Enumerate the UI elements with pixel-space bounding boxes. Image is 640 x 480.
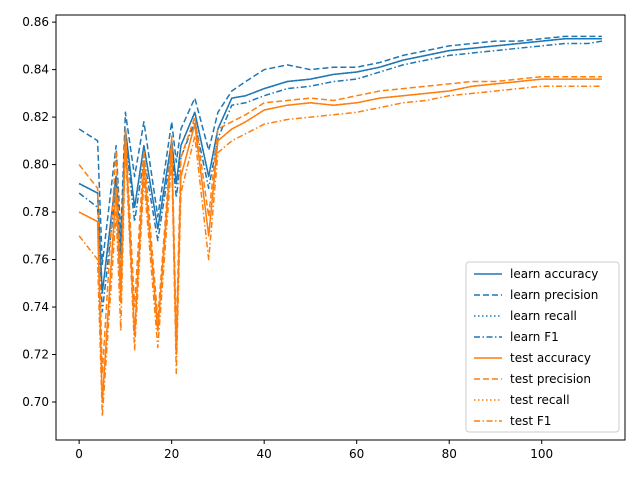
y-tick-label: 0.86 <box>22 15 49 29</box>
y-tick-label: 0.70 <box>22 395 49 409</box>
legend-label: test precision <box>510 372 591 386</box>
x-tick-label: 100 <box>530 447 553 461</box>
legend-label: test F1 <box>510 414 551 428</box>
y-tick-label: 0.84 <box>22 63 49 77</box>
x-tick-label: 40 <box>257 447 272 461</box>
series-line-learn-f1 <box>78 40 603 313</box>
y-tick-label: 0.78 <box>22 205 49 219</box>
series-line-test-f1 <box>78 85 602 418</box>
x-tick-label: 20 <box>164 447 179 461</box>
y-tick-label: 0.74 <box>22 300 49 314</box>
legend-label: learn accuracy <box>510 267 598 281</box>
legend-label: learn F1 <box>510 330 559 344</box>
legend-box <box>465 261 620 433</box>
y-tick-label: 0.82 <box>22 110 49 124</box>
x-tick-label: 0 <box>75 447 83 461</box>
series-line-learn-precision <box>78 35 602 266</box>
y-tick-label: 0.80 <box>22 158 49 172</box>
legend: learn accuracy learn precision learn recal… <box>465 261 620 433</box>
legend-label: learn recall <box>510 309 577 323</box>
y-tick-label: 0.76 <box>22 253 49 267</box>
series-layer <box>78 35 603 418</box>
x-tick-label: 60 <box>349 447 364 461</box>
legend-label: test accuracy <box>510 351 591 365</box>
series-line-learn-recall <box>78 37 602 294</box>
plot-frame <box>55 14 626 441</box>
x-tick-label: 80 <box>442 447 457 461</box>
y-axis: 0.70 0.72 0.74 0.76 0.78 0.80 0.82 0.84 0.86 <box>22 15 56 409</box>
legend-label: test recall <box>510 393 570 407</box>
y-tick-label: 0.72 <box>22 348 49 362</box>
x-axis: 0 20 40 60 80 100 <box>75 440 553 461</box>
legend-label: learn precision <box>510 288 598 302</box>
